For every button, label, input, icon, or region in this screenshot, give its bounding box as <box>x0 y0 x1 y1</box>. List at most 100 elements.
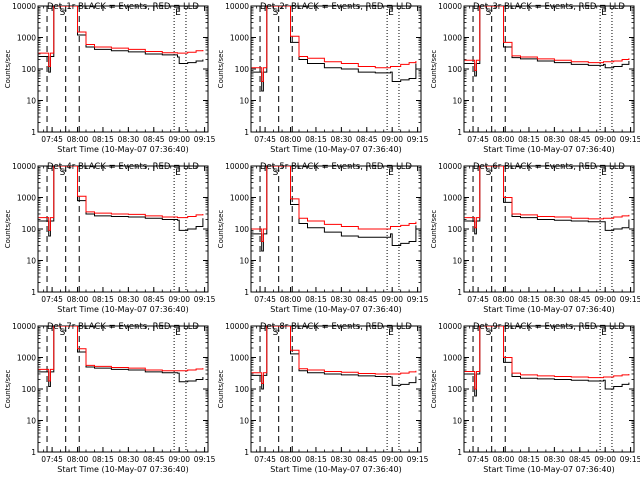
y-tick-label: 100 <box>235 385 250 394</box>
x-tick-label: 08:15 <box>305 135 327 144</box>
chart-panel: 1 10 100 1000 10000 07:45 08:00 08:15 08:30 08:45… <box>217 162 429 314</box>
y-tick-label: 10000 <box>438 2 462 11</box>
annotation-s: S <box>273 168 279 178</box>
y-tick-label: 1000 <box>230 194 249 203</box>
annotation-s: S <box>60 328 66 338</box>
x-tick-label: 08:15 <box>92 455 114 464</box>
x-tick-label: 08:30 <box>118 295 140 304</box>
annotation-s: S <box>486 8 492 18</box>
x-tick-label: 09:15 <box>407 295 429 304</box>
x-tick-label: 07:45 <box>254 135 276 144</box>
x-tick-label: 09:00 <box>381 135 403 144</box>
chart-panel: 1 10 100 1000 10000 07:45 08:00 08:15 08:30 08:45… <box>430 322 640 474</box>
y-tick-label: 10 <box>452 417 462 426</box>
chart-title: Det_7r BLACK = Events, RED = LLD <box>47 322 199 332</box>
y-tick-label: 10000 <box>225 162 249 171</box>
y-tick-label: 1000 <box>17 354 36 363</box>
y-tick-label: 1 <box>244 288 249 297</box>
x-tick-label: 09:00 <box>381 455 403 464</box>
x-axis-label: Start Time (10-May-07 07:36:40) <box>270 305 401 314</box>
x-tick-label: 08:00 <box>280 295 302 304</box>
chart-title: Det_2r BLACK = Events, RED = LLD <box>260 2 412 12</box>
y-tick-label: 1000 <box>17 194 36 203</box>
y-tick-label: 10 <box>26 257 36 266</box>
x-tick-label: 08:30 <box>544 295 566 304</box>
chart-title: Det_3r BLACK = Events, RED = LLD <box>473 2 625 12</box>
x-tick-label: 07:45 <box>41 135 63 144</box>
chart-title: Det_4r BLACK = Events, RED = LLD <box>47 162 199 172</box>
y-tick-label: 100 <box>448 65 463 74</box>
annotation-e: E <box>388 328 394 338</box>
x-tick-label: 08:30 <box>544 135 566 144</box>
x-tick-label: 08:45 <box>569 455 591 464</box>
x-tick-label: 08:00 <box>67 455 89 464</box>
annotation-e: E <box>175 8 181 18</box>
x-tick-label: 09:15 <box>620 135 640 144</box>
y-tick-label: 1000 <box>443 194 462 203</box>
series-group <box>38 166 204 237</box>
chart-title: Det_9r BLACK = Events, RED = LLD <box>473 322 625 332</box>
series-line-events <box>38 166 204 237</box>
series-line-events <box>251 166 417 252</box>
x-tick-label: 08:00 <box>280 135 302 144</box>
x-tick-label: 09:00 <box>594 295 616 304</box>
annotation-e: E <box>388 8 394 18</box>
chart-title: Det_5r BLACK = Events, RED = LLD <box>260 162 412 172</box>
x-tick-label: 08:15 <box>305 295 327 304</box>
y-tick-label: 10 <box>452 97 462 106</box>
y-tick-label: 10 <box>452 257 462 266</box>
x-tick-label: 09:00 <box>594 135 616 144</box>
y-tick-label: 100 <box>22 65 37 74</box>
x-tick-label: 07:45 <box>254 455 276 464</box>
x-tick-label: 08:15 <box>92 135 114 144</box>
annotation-e: E <box>388 168 394 178</box>
x-tick-label: 09:15 <box>407 135 429 144</box>
series-line-events <box>38 6 204 73</box>
series-line-lld <box>464 166 630 229</box>
y-tick-label: 100 <box>22 225 37 234</box>
x-tick-label: 08:15 <box>92 295 114 304</box>
x-axis-label: Start Time (10-May-07 07:36:40) <box>57 305 188 314</box>
annotation-s: S <box>486 168 492 178</box>
x-tick-label: 08:00 <box>493 135 515 144</box>
y-tick-label: 1000 <box>443 34 462 43</box>
annotation-e: E <box>601 328 607 338</box>
x-tick-label: 09:00 <box>168 295 190 304</box>
x-tick-label: 08:30 <box>331 135 353 144</box>
series-line-lld <box>38 6 204 67</box>
series-line-lld <box>251 166 417 242</box>
y-axis-label: Counts/sec <box>217 50 225 89</box>
chart-panel: 1 10 100 1000 10000 07:45 08:00 08:15 08:30 08:45… <box>430 162 640 314</box>
series-group <box>251 326 417 390</box>
plot-frame <box>250 165 422 293</box>
chart-panel: 1 10 100 1000 10000 07:45 08:00 08:15 08:30 08:45… <box>4 2 216 154</box>
y-tick-label: 1000 <box>230 354 249 363</box>
series-line-lld <box>38 166 204 231</box>
chart-title: Det_8r BLACK = Events, RED = LLD <box>260 322 412 332</box>
x-tick-label: 09:15 <box>194 135 216 144</box>
y-tick-label: 10 <box>26 417 36 426</box>
x-axis-label: Start Time (10-May-07 07:36:40) <box>483 465 614 474</box>
series-line-events <box>464 6 630 77</box>
y-axis-label: Counts/sec <box>430 50 438 89</box>
x-tick-label: 09:15 <box>620 295 640 304</box>
plot-frame <box>37 5 209 133</box>
y-axis-label: Counts/sec <box>430 210 438 249</box>
x-tick-label: 07:45 <box>254 295 276 304</box>
x-tick-label: 08:45 <box>569 295 591 304</box>
series-line-lld <box>464 326 630 390</box>
x-axis-label: Start Time (10-May-07 07:36:40) <box>57 145 188 154</box>
series-line-events <box>464 326 630 397</box>
y-tick-label: 10000 <box>225 322 249 331</box>
x-tick-label: 09:00 <box>381 295 403 304</box>
series-group <box>38 6 204 73</box>
y-tick-label: 1000 <box>17 34 36 43</box>
y-tick-label: 1000 <box>443 354 462 363</box>
y-tick-label: 1 <box>31 288 36 297</box>
annotation-s: S <box>273 328 279 338</box>
plot-frame <box>250 325 422 453</box>
series-line-events <box>251 6 417 92</box>
y-tick-label: 10 <box>239 257 249 266</box>
y-tick-label: 10 <box>26 97 36 106</box>
